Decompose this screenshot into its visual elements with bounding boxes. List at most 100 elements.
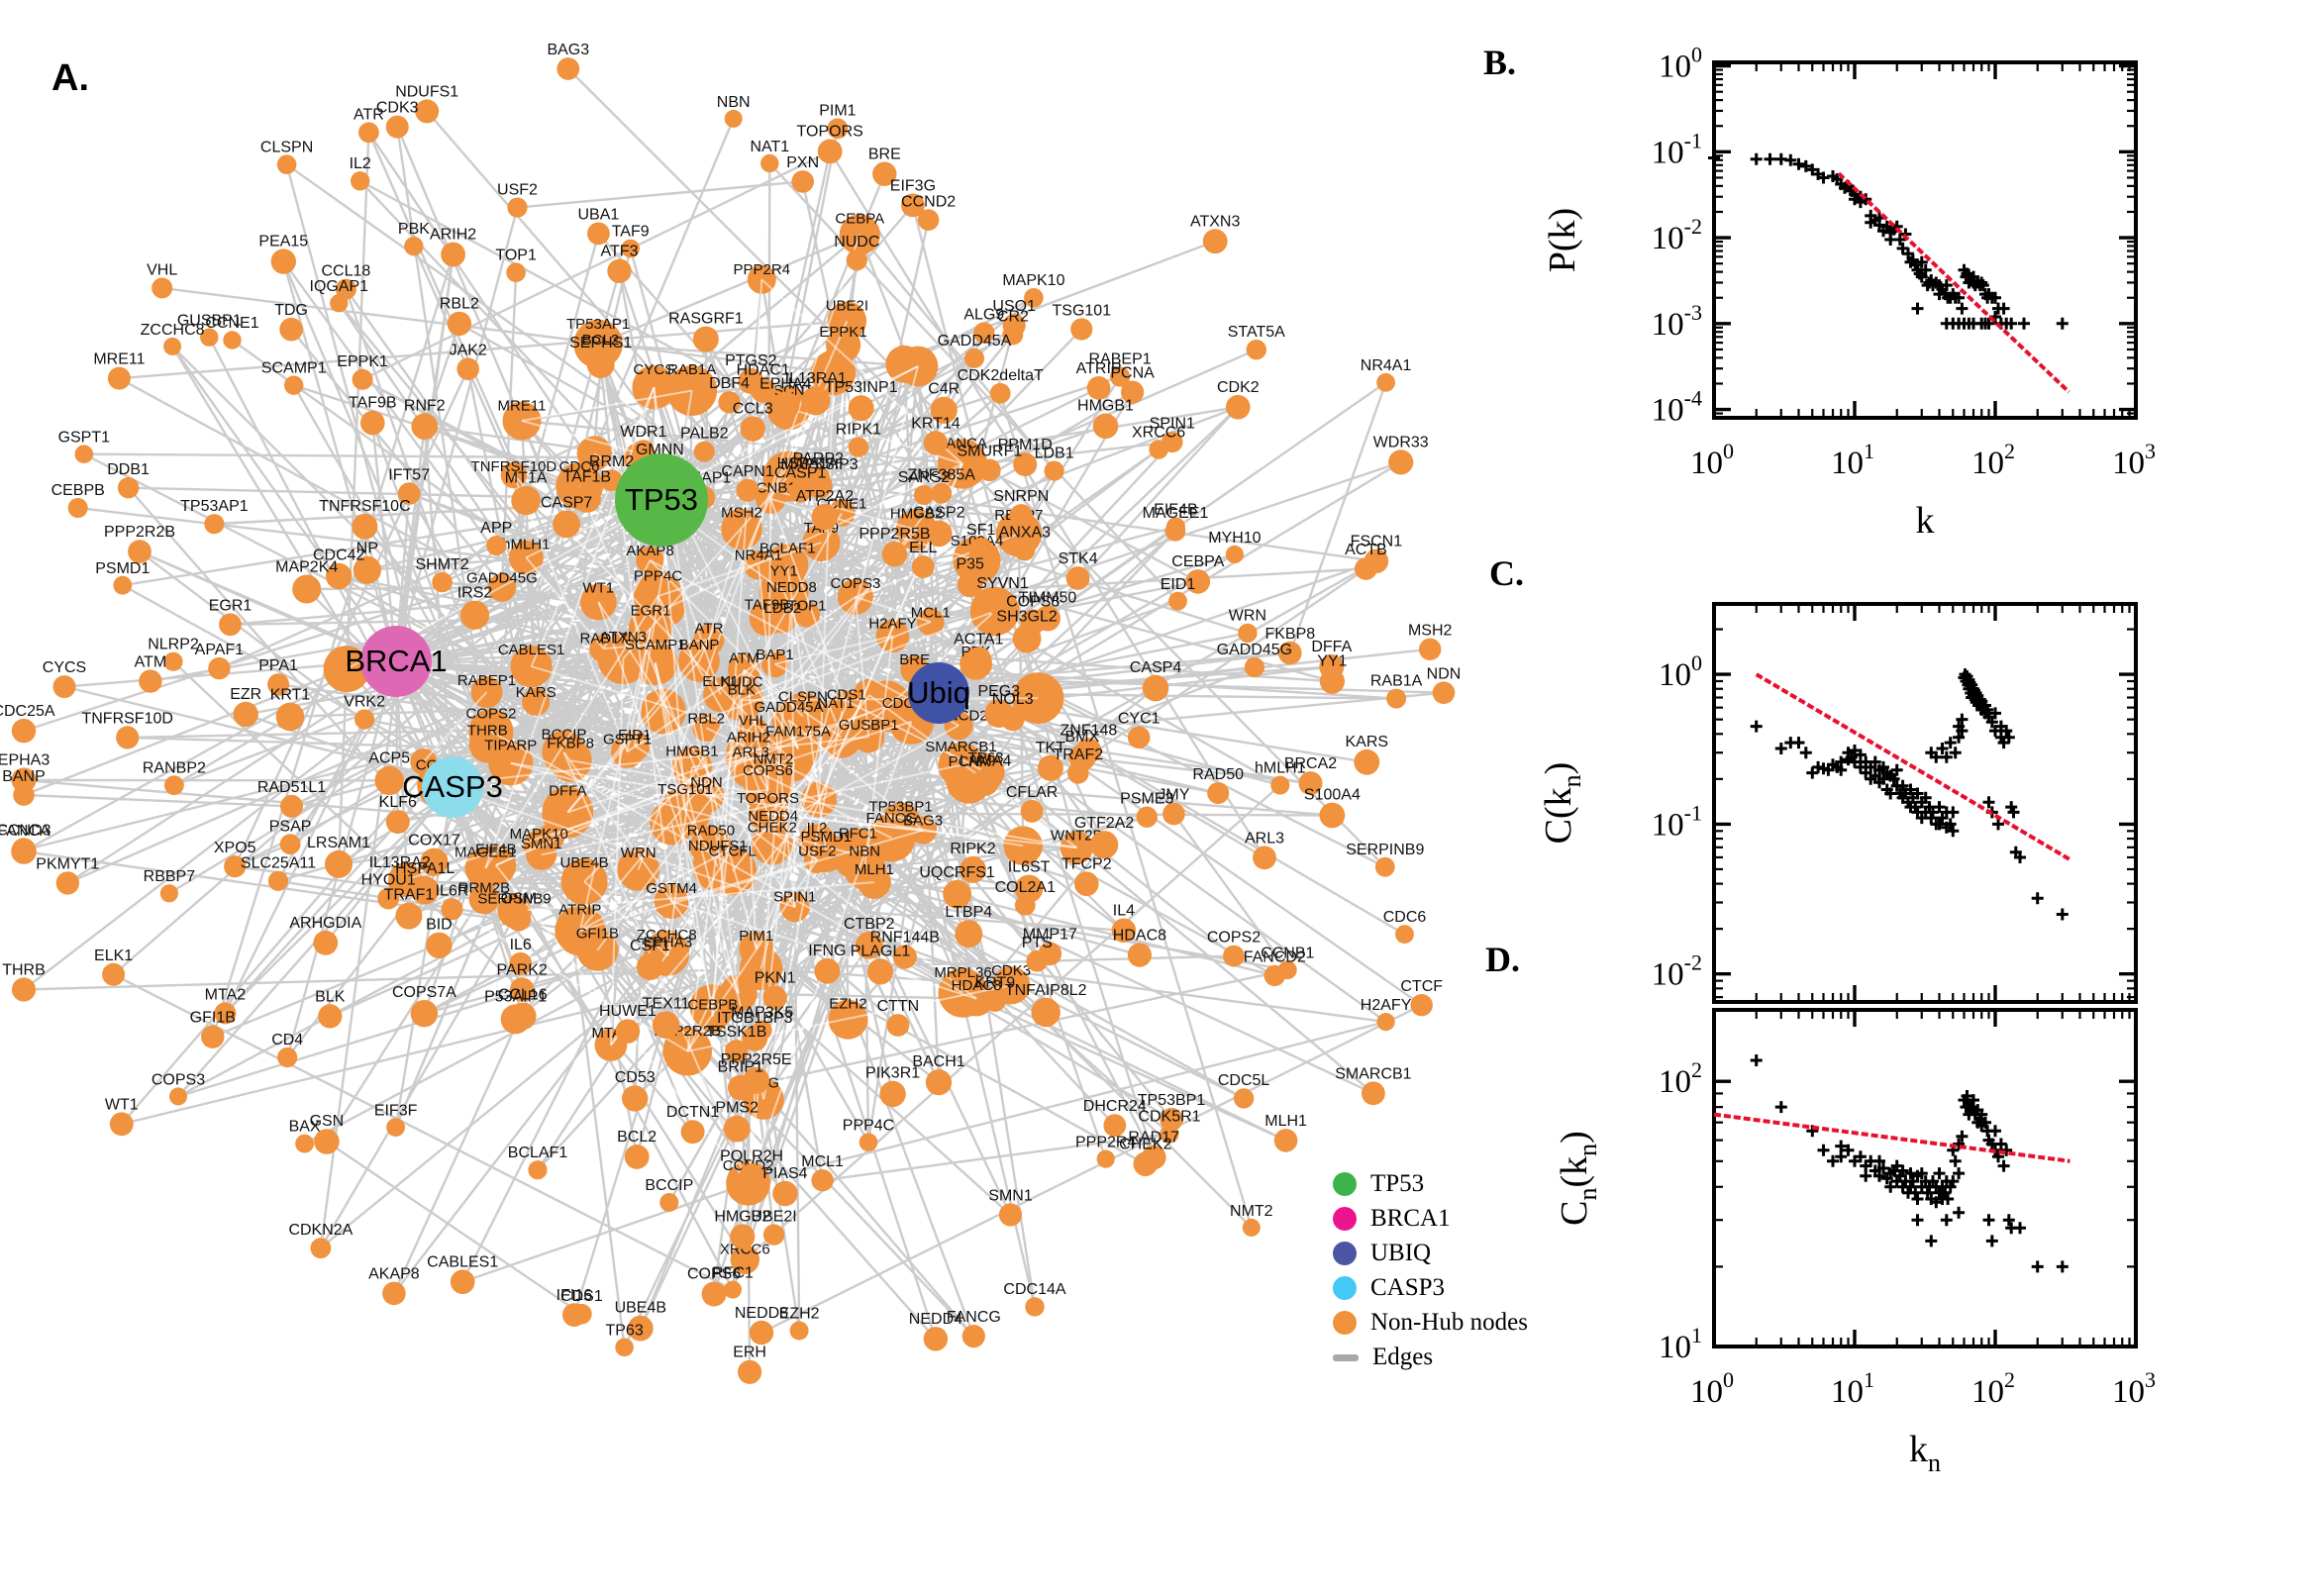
- svg-text:XRCC6: XRCC6: [720, 1242, 770, 1258]
- axis-title: Cn​(kn​): [1554, 1131, 1602, 1226]
- svg-text:BCL2: BCL2: [617, 1129, 656, 1146]
- network-hub-nodes: [360, 453, 969, 818]
- svg-text:ATRIP: ATRIP: [558, 901, 601, 918]
- svg-text:PIM1: PIM1: [739, 928, 773, 945]
- svg-text:CEBPA: CEBPA: [835, 210, 884, 227]
- legend-label: Edges: [1372, 1344, 1434, 1370]
- svg-text:BACH1: BACH1: [912, 1053, 964, 1070]
- svg-text:WT1: WT1: [582, 580, 614, 597]
- svg-text:CDC25A: CDC25A: [0, 703, 55, 720]
- svg-text:LDB1: LDB1: [1035, 446, 1074, 462]
- svg-text:TRAF2: TRAF2: [1053, 747, 1103, 763]
- svg-text:KRT1: KRT1: [270, 687, 311, 704]
- svg-text:SPIN1: SPIN1: [1150, 416, 1195, 433]
- svg-text:NEDD8: NEDD8: [735, 1305, 788, 1322]
- svg-text:ACTB: ACTB: [1345, 542, 1387, 558]
- svg-text:FANCA: FANCA: [938, 435, 987, 451]
- svg-text:RABEP1: RABEP1: [457, 672, 516, 689]
- svg-text:FSCN1: FSCN1: [764, 382, 813, 399]
- svg-text:NLRP2: NLRP2: [148, 637, 199, 653]
- tick-label: 100: [1690, 1367, 1734, 1410]
- svg-text:USF2: USF2: [798, 843, 836, 859]
- svg-text:SMARCB1: SMARCB1: [925, 739, 997, 755]
- svg-text:TAF9: TAF9: [612, 224, 650, 241]
- svg-text:THRB: THRB: [2, 961, 46, 978]
- svg-text:ELK1: ELK1: [702, 673, 739, 690]
- svg-text:RBBP7: RBBP7: [144, 868, 196, 885]
- svg-text:EPPK1: EPPK1: [819, 324, 866, 341]
- svg-text:MMP17: MMP17: [1023, 927, 1077, 944]
- svg-text:CFLAR: CFLAR: [1006, 784, 1058, 801]
- data-points: [1750, 1054, 2069, 1273]
- svg-text:SLC25A11: SLC25A11: [241, 855, 316, 872]
- svg-text:EID1: EID1: [618, 727, 651, 744]
- panel-d-label: D.: [1485, 940, 1520, 979]
- svg-text:CR2: CR2: [997, 309, 1029, 326]
- svg-text:PPP2R2B: PPP2R2B: [104, 524, 175, 541]
- svg-text:SNRPN: SNRPN: [993, 488, 1049, 505]
- svg-text:RRM2B: RRM2B: [458, 880, 511, 897]
- svg-text:YY1: YY1: [770, 563, 798, 580]
- svg-text:FAM175A: FAM175A: [765, 724, 831, 741]
- svg-text:RIPK1: RIPK1: [836, 422, 881, 439]
- svg-text:CSF1: CSF1: [630, 938, 670, 954]
- svg-text:ATP2A2: ATP2A2: [796, 488, 855, 505]
- svg-text:CCNB1: CCNB1: [1261, 945, 1314, 961]
- svg-text:CHEK2: CHEK2: [748, 819, 797, 836]
- svg-text:MAPK8IP3: MAPK8IP3: [780, 456, 858, 473]
- svg-text:RNF144B: RNF144B: [870, 929, 940, 946]
- legend-item: BRCA1: [1333, 1205, 1528, 1233]
- svg-text:H2AFY: H2AFY: [868, 616, 916, 633]
- svg-text:IL6R: IL6R: [436, 882, 469, 899]
- svg-text:TFCP2: TFCP2: [1061, 856, 1112, 873]
- svg-text:CABLES1: CABLES1: [498, 642, 565, 658]
- svg-text:CDK2deltaT: CDK2deltaT: [958, 367, 1044, 384]
- svg-text:PCNA: PCNA: [1110, 365, 1155, 382]
- svg-text:RABEP1: RABEP1: [1089, 351, 1152, 368]
- svg-text:UBA1: UBA1: [578, 207, 620, 224]
- svg-text:TSG101: TSG101: [1053, 302, 1112, 319]
- svg-text:USO1: USO1: [992, 298, 1036, 315]
- svg-text:EID1: EID1: [1161, 576, 1196, 593]
- svg-text:BRE: BRE: [899, 651, 930, 668]
- svg-text:TAF9B: TAF9B: [745, 597, 790, 614]
- svg-text:TOP1: TOP1: [788, 597, 827, 614]
- svg-text:BRE: BRE: [868, 147, 901, 163]
- svg-text:IL13RA2: IL13RA2: [369, 854, 431, 871]
- svg-text:CDS1: CDS1: [560, 1288, 603, 1305]
- axis-ticks: [1712, 62, 2138, 420]
- svg-text:MCL1: MCL1: [911, 604, 951, 621]
- svg-text:PSMD1: PSMD1: [95, 560, 150, 577]
- svg-text:NAT1: NAT1: [750, 139, 789, 155]
- svg-text:SMN1: SMN1: [988, 1188, 1033, 1205]
- svg-text:MRE11: MRE11: [498, 398, 547, 415]
- svg-text:MAPK10: MAPK10: [1002, 272, 1064, 289]
- svg-text:EPHA4: EPHA4: [759, 376, 812, 393]
- charts: 100 101 102 10310010-110-210-310-4kP(k)1001…: [1538, 43, 2156, 1477]
- legend-label: TP53: [1370, 1170, 1425, 1197]
- svg-text:UQCRFS1: UQCRFS1: [919, 864, 995, 881]
- plot-b: 100 101 102 103 100 10-1 10-2 10-3 10-4 k P(k): [1542, 43, 2156, 542]
- svg-text:PPP4C: PPP4C: [634, 568, 682, 585]
- svg-text:THRB: THRB: [467, 722, 508, 739]
- network-peripheral-nodes: [11, 57, 1456, 1384]
- legend: TP53 BRCA1 UBIQ CASP3 Non-Hub nodes Edges: [1333, 1170, 1528, 1371]
- svg-text:MT1A: MT1A: [505, 470, 548, 487]
- svg-text:RRM2: RRM2: [589, 453, 634, 470]
- svg-text:KARS: KARS: [516, 684, 556, 701]
- svg-text:TNFRSF10D: TNFRSF10D: [81, 710, 172, 727]
- svg-text:UBE4B: UBE4B: [615, 1300, 666, 1317]
- svg-text:DCTN1: DCTN1: [666, 1104, 719, 1121]
- fit-line: [1713, 1112, 2070, 1163]
- svg-text:PARK2: PARK2: [497, 961, 548, 978]
- svg-text:PMS2: PMS2: [715, 1100, 758, 1117]
- svg-text:EIF3G: EIF3G: [890, 178, 936, 195]
- network-hub-labels: TP53 BRCA1 CASP3 Ubiq: [345, 482, 970, 804]
- data-points: [1750, 668, 2069, 921]
- svg-text:JMY: JMY: [1158, 787, 1189, 804]
- svg-text:CD53: CD53: [615, 1069, 656, 1086]
- svg-text:NUDC: NUDC: [720, 674, 762, 691]
- svg-text:GFI1B: GFI1B: [190, 1009, 236, 1026]
- tick-label: 100: [1659, 43, 1702, 85]
- svg-text:ELK1: ELK1: [94, 948, 133, 964]
